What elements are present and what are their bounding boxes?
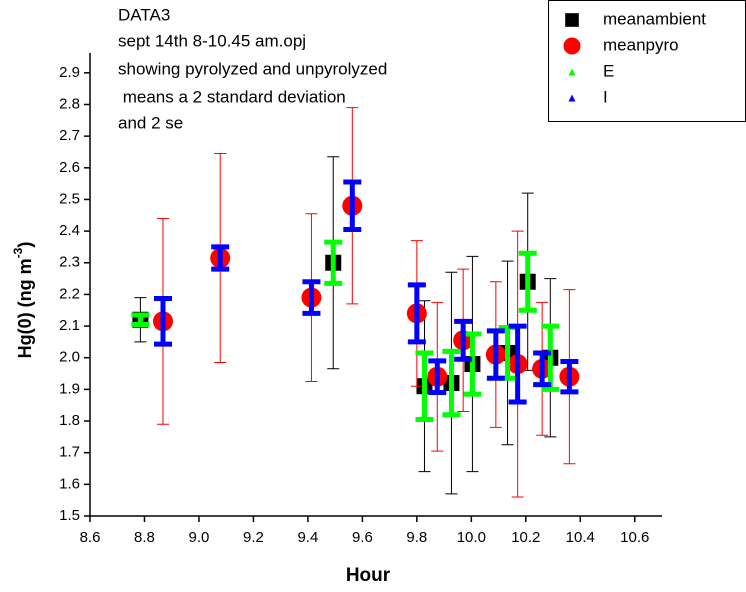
legend-marker [568, 68, 576, 76]
error-bar-line [131, 312, 150, 327]
x-tick-label: 9.4 [297, 529, 318, 546]
annotation: showing pyrolyzed and unpyrolyzed [118, 59, 387, 78]
x-axis-label: Hour [346, 565, 391, 586]
x-tick-label: 10.2 [511, 529, 540, 546]
legend-marker [563, 37, 581, 55]
error-bar [415, 350, 434, 422]
y-axis-label: Hg(0) (ng m-3) [11, 242, 35, 359]
error-bar-line [442, 348, 461, 418]
legend-label: meanambient [603, 9, 706, 28]
error-bar-line [533, 350, 552, 388]
annotation: sept 14th 8-10.45 am.opj [118, 31, 306, 50]
y-tick-label: 2.8 [59, 95, 80, 112]
error-bar-line [343, 179, 362, 233]
legend-marker [565, 13, 579, 27]
y-label-text: Hg(0) (ng m [15, 258, 35, 358]
legend-marker [568, 94, 576, 102]
legend-label: meanpyro [603, 35, 679, 54]
error-bar [324, 239, 343, 286]
y-tick-label: 2.2 [59, 285, 80, 302]
error-bar [428, 358, 447, 396]
error-bar [486, 328, 505, 381]
x-tick-label: 8.6 [80, 529, 101, 546]
error-bar-line [153, 296, 172, 347]
error-bar [302, 279, 321, 316]
y-tick-label: 2.5 [59, 190, 80, 207]
error-bar [442, 348, 461, 418]
x-tick-label: 10.0 [457, 529, 486, 546]
error-bar [153, 296, 172, 347]
error-bar-line [508, 323, 527, 405]
y-tick-label: 2.0 [59, 349, 80, 366]
legend-label: E [603, 61, 614, 80]
x-tick-label: 9.8 [406, 529, 427, 546]
error-bar [560, 359, 579, 395]
error-bar-line [324, 239, 343, 286]
error-bar-line [407, 282, 426, 345]
error-bar [131, 312, 150, 327]
annotation: means a 2 standard deviation [118, 87, 346, 106]
error-bar-line [518, 250, 537, 313]
y-label-end: ) [15, 242, 35, 248]
x-tick-label: 10.4 [566, 529, 595, 546]
x-tick-label: 9.6 [352, 529, 373, 546]
error-bar-line [454, 318, 473, 362]
error-bar [518, 250, 537, 313]
y-tick-label: 1.7 [59, 444, 80, 461]
x-tick-label: 9.2 [243, 529, 264, 546]
error-bar [407, 282, 426, 345]
error-bar-line [415, 350, 434, 422]
error-bar [533, 350, 552, 388]
x-tick-label: 10.6 [620, 529, 649, 546]
legend-box [548, 0, 746, 122]
error-bar [211, 244, 230, 272]
y-tick-label: 2.7 [59, 127, 80, 144]
error-bar [541, 323, 560, 392]
error-bar [463, 331, 482, 397]
error-bar-line [463, 331, 482, 397]
error-bar-line [211, 244, 230, 272]
error-bar [343, 179, 362, 233]
y-tick-label: 2.4 [59, 222, 80, 239]
annotation: and 2 se [118, 113, 183, 132]
error-bar-line [302, 279, 321, 316]
error-bar-line [428, 358, 447, 396]
error-bar-line [541, 323, 560, 392]
annotation: DATA3 [118, 5, 170, 24]
y-tick-label: 1.9 [59, 380, 80, 397]
y-tick-label: 1.6 [59, 475, 80, 492]
y-label-sup: -3 [11, 247, 25, 258]
y-tick-label: 2.3 [59, 254, 80, 271]
y-tick-label: 2.1 [59, 317, 80, 334]
y-tick-label: 2.6 [59, 159, 80, 176]
y-tick-label: 2.9 [59, 64, 80, 81]
error-bar [508, 323, 527, 405]
error-bar-line [560, 359, 579, 395]
y-tick-label: 1.8 [59, 412, 80, 429]
error-bar [454, 318, 473, 362]
x-tick-label: 9.0 [189, 529, 210, 546]
x-tick-label: 8.8 [134, 529, 155, 546]
legend-label: I [603, 87, 608, 106]
error-bar-line [486, 328, 505, 381]
y-tick-label: 1.5 [59, 507, 80, 524]
